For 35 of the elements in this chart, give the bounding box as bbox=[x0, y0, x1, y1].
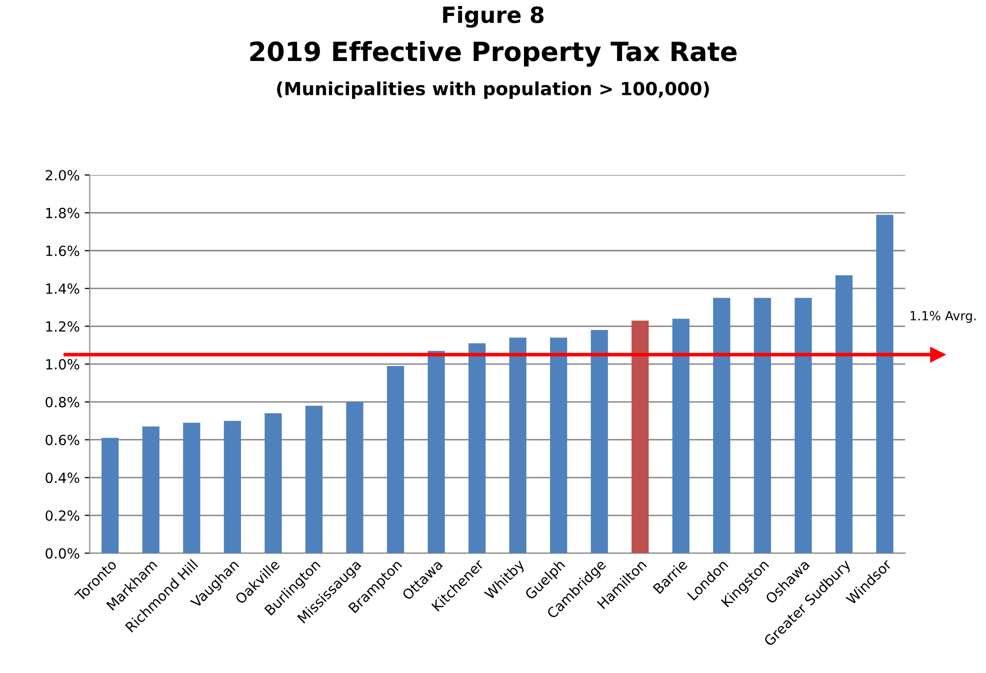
bar bbox=[876, 214, 894, 554]
ref-line-label: 1.1% Avrg. bbox=[910, 310, 976, 323]
bar bbox=[835, 275, 853, 554]
bar bbox=[672, 318, 690, 554]
bar bbox=[346, 402, 364, 554]
bar bbox=[142, 426, 160, 554]
bar bbox=[590, 330, 608, 554]
bar bbox=[428, 350, 445, 554]
bar bbox=[754, 298, 772, 554]
bar bbox=[794, 298, 812, 554]
bar bbox=[468, 343, 486, 554]
bar bbox=[632, 320, 649, 554]
bar bbox=[224, 420, 241, 554]
bar bbox=[386, 366, 404, 554]
bar bbox=[550, 338, 568, 554]
bar bbox=[509, 338, 526, 554]
bar bbox=[305, 406, 323, 554]
y-tick-label: 1.8% bbox=[46, 208, 80, 218]
y-tick-label: 0.4% bbox=[46, 472, 80, 484]
bar bbox=[183, 422, 200, 554]
y-tick-label: 1.6% bbox=[46, 246, 80, 256]
y-tick-label: 0.2% bbox=[46, 510, 80, 521]
caption: Figure 8 bbox=[443, 6, 544, 28]
y-tick-label: 1.4% bbox=[46, 283, 80, 294]
y-tick-label: 1.2% bbox=[46, 321, 80, 332]
chart-title: 2019 Effective Property Tax Rate bbox=[250, 40, 737, 67]
y-tick-label: 1.0% bbox=[46, 359, 80, 370]
bar bbox=[102, 438, 119, 554]
chart-subtitle: (Municipalities with population > 100,000) bbox=[277, 81, 709, 99]
bar bbox=[264, 413, 282, 554]
y-tick-label: 0.8% bbox=[46, 396, 80, 408]
y-tick-label: 0.0% bbox=[46, 548, 80, 559]
y-tick-label: 0.6% bbox=[46, 434, 80, 446]
y-tick-label: 2.0% bbox=[46, 170, 80, 180]
bar bbox=[713, 298, 730, 554]
